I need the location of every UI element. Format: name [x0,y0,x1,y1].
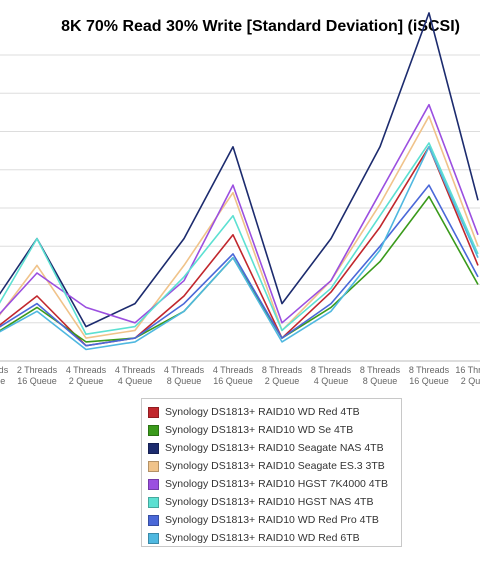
gridlines [0,54,480,362]
x-tick-label: 2 Threads 16 Queue [17,365,58,386]
legend-label: Synology DS1813+ RAID10 HGST 7K4000 4TB [165,478,389,490]
series-lines [0,12,479,351]
x-tick-label: 4 Threads 2 Queue [66,365,107,386]
legend-label: Synology DS1813+ RAID10 Seagate NAS 4TB [165,442,384,454]
series-line-2 [0,12,479,328]
legend-item[interactable]: Synology DS1813+ RAID10 HGST NAS 4TB [148,493,373,511]
legend-item[interactable]: Synology DS1813+ RAID10 Seagate NAS 4TB [148,439,384,457]
chart-title: 8K 70% Read 30% Write [Standard Deviatio… [61,18,460,35]
legend: Synology DS1813+ RAID10 WD Red 4TB Synolo… [141,398,402,547]
legend-swatch [148,496,159,508]
legend-label: Synology DS1813+ RAID10 WD Red 6TB [165,532,360,544]
legend-swatch [148,424,159,436]
x-tick-label: 4 Threads 16 Queue [213,365,254,386]
legend-swatch [148,532,159,544]
legend-item[interactable]: Synology DS1813+ RAID10 WD Red Pro 4TB [148,511,379,529]
x-tick-label: 4 Threads 4 Queue [115,365,156,386]
legend-label: Synology DS1813+ RAID10 Seagate ES.3 3TB [165,460,385,472]
legend-label: Synology DS1813+ RAID10 HGST NAS 4TB [165,496,374,508]
legend-label: Synology DS1813+ RAID10 WD Se 4TB [165,424,354,436]
series-line-6 [0,184,479,347]
legend-item[interactable]: Synology DS1813+ RAID10 Seagate ES.3 3TB [148,457,385,475]
legend-item[interactable]: Synology DS1813+ RAID10 WD Red 4TB [148,403,360,421]
series-line-0 [0,146,479,347]
legend-swatch [148,478,159,490]
x-tick-label: 8 Threads 2 Queue [262,365,303,386]
series-line-5 [0,142,479,336]
legend-swatch [148,442,159,454]
legend-item[interactable]: Synology DS1813+ RAID10 WD Se 4TB [148,421,353,439]
series-line-3 [0,115,479,339]
legend-label: Synology DS1813+ RAID10 WD Red Pro 4TB [165,514,379,526]
x-tick-label: 4 Threads 8 Queue [164,365,205,386]
legend-swatch [148,406,159,418]
x-tick-label: 8 Threads 16 Queue [409,365,450,386]
legend-swatch [148,514,159,526]
legend-swatch [148,460,159,472]
series-line-4 [0,103,479,324]
series-line-7 [0,146,479,351]
x-tick-label: 8 Threads 4 Queue [311,365,352,386]
x-tick-label: 8 Threads 8 Queue [360,365,401,386]
legend-item[interactable]: Synology DS1813+ RAID10 HGST 7K4000 4TB [148,475,388,493]
legend-item[interactable]: Synology DS1813+ RAID10 WD Red 6TB [148,529,360,547]
legend-label: Synology DS1813+ RAID10 WD Red 4TB [165,406,360,418]
